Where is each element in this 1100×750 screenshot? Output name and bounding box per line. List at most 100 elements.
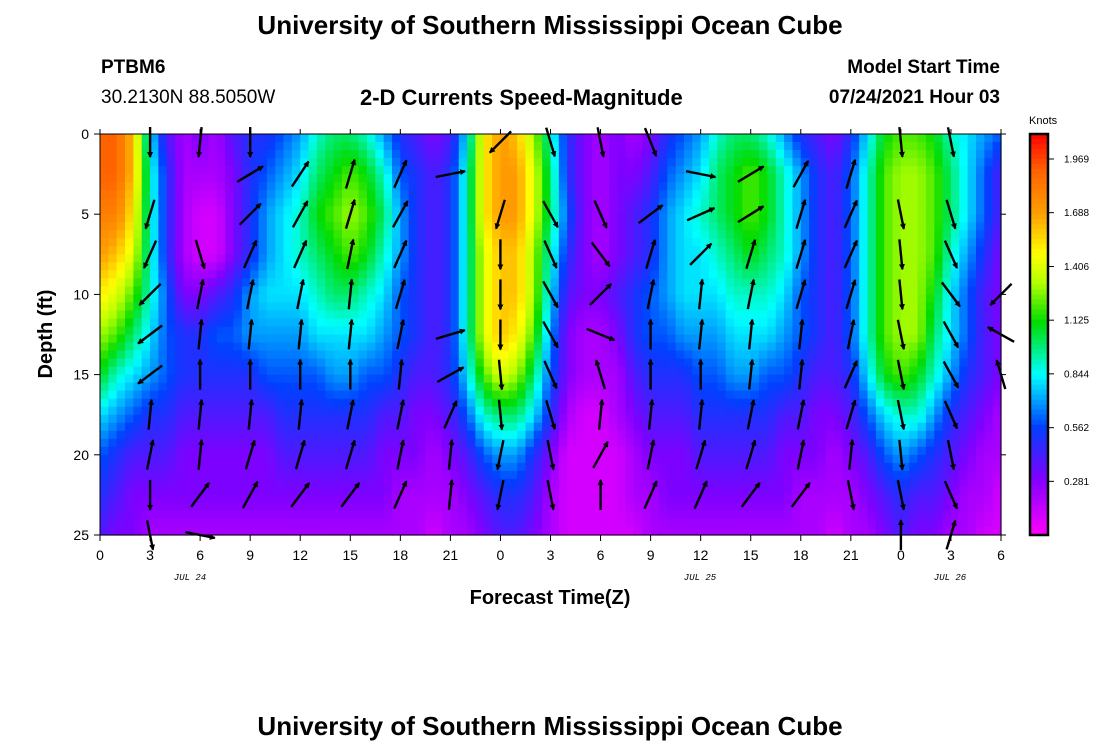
heat-cell <box>508 406 518 416</box>
heat-cell <box>291 366 301 376</box>
heat-cell <box>417 182 426 191</box>
heat-cell <box>483 158 493 167</box>
heat-cell <box>934 454 944 464</box>
heat-cell <box>333 390 343 400</box>
heat-cell <box>442 350 451 360</box>
heat-cell <box>316 286 326 295</box>
heat-cell <box>700 174 710 183</box>
heat-cell <box>767 230 777 239</box>
heat-cell <box>383 342 393 352</box>
heat-cell <box>784 238 794 247</box>
heat-cell <box>725 166 735 175</box>
heat-cell <box>366 486 376 496</box>
heat-cell <box>892 318 902 328</box>
heat-cell <box>283 398 293 408</box>
heat-cell <box>383 198 393 207</box>
heat-cell <box>575 142 585 151</box>
heat-cell <box>508 238 518 247</box>
heat-cell <box>633 470 643 480</box>
heat-cell <box>366 182 376 191</box>
heat-cell <box>842 326 852 336</box>
heat-cell <box>291 182 301 191</box>
heat-cell <box>467 190 477 199</box>
heat-cell <box>116 414 126 424</box>
heat-cell <box>191 230 201 239</box>
heat-cell <box>408 214 418 223</box>
heat-cell <box>675 470 685 480</box>
heat-cell <box>775 462 785 472</box>
heat-cell <box>391 262 401 271</box>
heat-cell <box>283 454 293 464</box>
heat-cell <box>742 254 752 263</box>
heat-cell <box>358 206 368 215</box>
heat-cell <box>333 294 343 304</box>
heat-cell <box>216 398 226 408</box>
heat-cell <box>125 454 134 464</box>
heat-cell <box>608 342 618 352</box>
heat-cell <box>842 350 852 360</box>
heat-cell <box>575 374 585 384</box>
heat-cell <box>341 310 351 320</box>
heat-cell <box>442 470 451 480</box>
heat-cell <box>617 318 627 328</box>
heat-cell <box>600 174 610 183</box>
heat-cell <box>533 382 543 392</box>
heat-cell <box>225 406 235 416</box>
heat-cell <box>158 310 168 320</box>
heat-cell <box>967 366 977 376</box>
heat-cell <box>734 278 743 287</box>
heat-cell <box>300 334 310 344</box>
heat-cell <box>350 470 360 480</box>
heat-cell <box>592 446 602 456</box>
heat-cell <box>825 190 835 199</box>
heat-cell <box>617 462 627 472</box>
heat-cell <box>767 430 777 440</box>
heat-cell <box>350 462 360 472</box>
heat-cell <box>483 238 493 247</box>
heat-cell <box>133 158 143 167</box>
heat-cell <box>825 390 835 400</box>
heat-cell <box>208 262 218 271</box>
heat-cell <box>150 398 159 408</box>
heat-cell <box>825 334 835 344</box>
heat-cell <box>800 318 810 328</box>
heat-cell <box>625 270 635 279</box>
heat-cell <box>333 430 343 440</box>
heat-cell <box>191 366 201 376</box>
heat-cell <box>283 182 293 191</box>
heat-cell <box>158 422 168 432</box>
heat-cell <box>709 230 718 239</box>
heat-cell <box>834 374 844 384</box>
heat-cell <box>175 438 185 448</box>
heat-cell <box>158 286 168 295</box>
heat-cell <box>425 190 435 199</box>
heat-cell <box>775 198 785 207</box>
heat-cell <box>692 494 702 504</box>
heat-cell <box>967 182 977 191</box>
heat-cell <box>116 462 126 472</box>
heat-cell <box>233 326 243 336</box>
heat-cell <box>625 446 635 456</box>
heat-cell <box>717 470 727 480</box>
heat-cell <box>975 438 985 448</box>
heat-cell <box>517 206 527 215</box>
heat-cell <box>175 214 185 223</box>
heat-cell <box>183 142 193 151</box>
heat-cell <box>166 246 176 255</box>
heat-cell <box>992 326 1002 336</box>
heat-cell <box>775 318 785 328</box>
heat-cell <box>483 478 493 488</box>
heat-cell <box>575 438 585 448</box>
heat-cell <box>750 246 760 255</box>
plot-title: 2-D Currents Speed-Magnitude <box>360 85 683 110</box>
heat-cell <box>533 166 543 175</box>
heat-cell <box>867 358 877 368</box>
heat-cell <box>391 198 401 207</box>
heat-cell <box>658 334 668 344</box>
heat-cell <box>266 382 276 392</box>
heat-cell <box>508 422 518 432</box>
heat-cell <box>175 158 185 167</box>
heat-cell <box>450 390 460 400</box>
heat-cell <box>200 174 210 183</box>
heat-cell <box>216 206 226 215</box>
